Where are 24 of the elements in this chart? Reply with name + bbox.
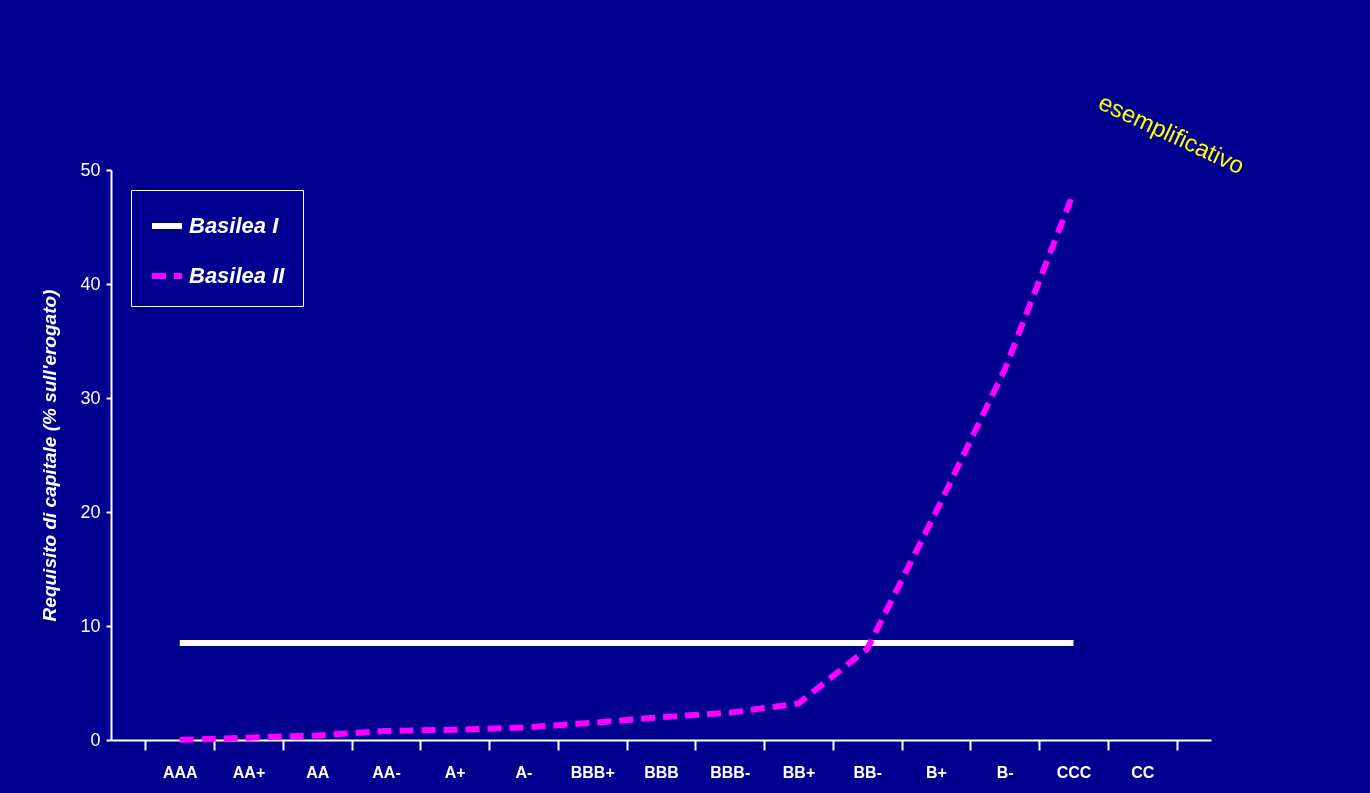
y-axis-title: Requisito di capitale (% sull'erogato) [39, 289, 61, 622]
x-tick-label: AA [306, 763, 330, 781]
y-tick-label: 30 [80, 387, 101, 408]
x-tick-label: AAA [162, 763, 199, 781]
x-tick-label: BBB [644, 763, 679, 781]
y-tick-label: 50 [80, 159, 101, 180]
x-tick-label: A+ [444, 763, 466, 781]
y-tick-label: 20 [80, 501, 101, 522]
x-tick-label: CC [1131, 763, 1155, 781]
x-tick-label: AA+ [232, 763, 266, 781]
y-tick-label: 0 [90, 729, 101, 750]
x-tick-label: CCC [1056, 763, 1092, 781]
x-tick-label: BB+ [782, 763, 816, 781]
y-tick-label: 10 [80, 615, 101, 636]
legend-label: Basilea II [189, 263, 286, 288]
x-tick-label: BBB- [710, 763, 751, 781]
x-tick-label: BB- [853, 763, 882, 781]
y-tick-label: 40 [80, 273, 101, 294]
x-tick-label: BBB+ [570, 763, 615, 781]
x-tick-label: B- [996, 763, 1014, 781]
x-tick-label: A- [515, 763, 533, 781]
x-tick-label: AA- [372, 763, 401, 781]
legend-label: Basilea I [189, 213, 280, 238]
x-tick-label: B+ [926, 763, 947, 781]
